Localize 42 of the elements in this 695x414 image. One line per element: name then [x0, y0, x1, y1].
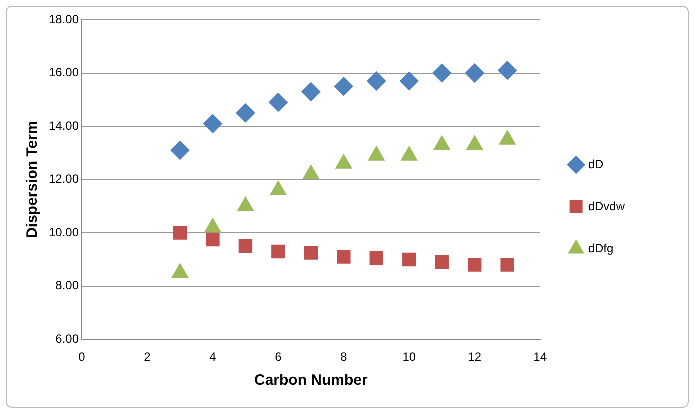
- x-tick-label: 2: [144, 350, 152, 364]
- point: [465, 64, 484, 83]
- x-tick-label: 6: [275, 350, 282, 364]
- x-axis-title: Carbon Number: [254, 372, 368, 390]
- y-axis-title: Dispersion Term: [24, 121, 42, 238]
- point: [498, 61, 518, 80]
- x-tick-label: 0: [78, 350, 86, 364]
- y-tick-label: 16.00: [49, 66, 80, 80]
- x-tick-label: 4: [210, 350, 217, 364]
- y-tick-label: 14.00: [49, 118, 80, 133]
- point: [367, 72, 386, 91]
- x-tick-label: 10: [402, 350, 416, 364]
- y-tick-label: 12.00: [49, 172, 80, 186]
- point: [435, 256, 449, 270]
- legend-label: dDvdw: [588, 199, 626, 214]
- point: [370, 252, 384, 266]
- point: [468, 258, 482, 272]
- point: [268, 93, 288, 112]
- point: [400, 72, 419, 91]
- y-tick-label: 6.00: [56, 332, 80, 346]
- y-tick-label: 8.00: [56, 278, 80, 293]
- legend-label: dD: [588, 157, 604, 172]
- point: [500, 258, 514, 272]
- point: [302, 82, 321, 102]
- legend-label: dDfg: [588, 241, 614, 256]
- point: [272, 244, 286, 259]
- point: [236, 104, 256, 123]
- x-tick-label: 14: [534, 350, 548, 364]
- point: [402, 252, 416, 267]
- x-tick-label: 8: [340, 350, 348, 364]
- point: [203, 114, 222, 134]
- point: [238, 240, 253, 254]
- point: [337, 250, 351, 264]
- y-tick-label: 18.00: [49, 12, 80, 26]
- point: [304, 246, 318, 260]
- point: [432, 64, 452, 83]
- point: [173, 226, 188, 240]
- point: [206, 232, 220, 247]
- x-tick-label: 12: [468, 350, 482, 364]
- y-tick-label: 10.00: [49, 225, 80, 240]
- point: [170, 141, 190, 160]
- point: [334, 77, 354, 96]
